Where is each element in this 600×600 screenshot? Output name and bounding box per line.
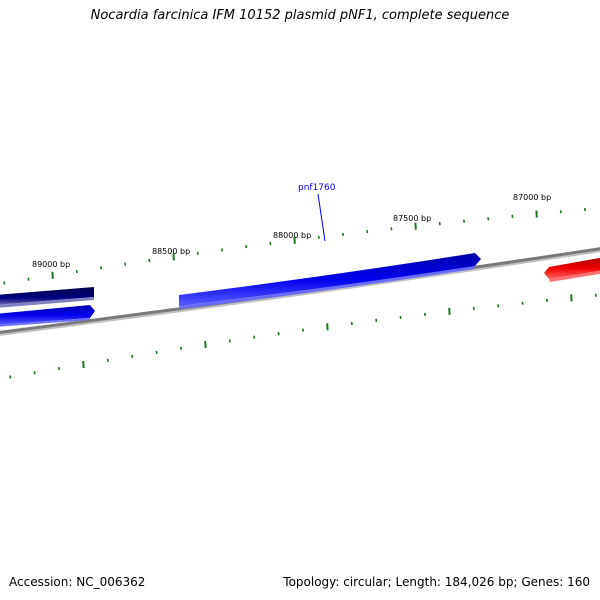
tick-label: 88000 bp: [273, 231, 311, 240]
tick-label: 89000 bp: [32, 260, 70, 269]
gene-label-pnf1760[interactable]: pnf1760: [298, 183, 336, 193]
tick-label: 88500 bp: [152, 247, 190, 256]
accession-text: Accession: NC_006362: [9, 575, 146, 589]
summary-text: Topology: circular; Length: 184,026 bp; …: [283, 575, 590, 589]
gene-blue-left[interactable]: [0, 305, 95, 327]
gene-label-pointer: [317, 193, 326, 242]
lower-tick-ring: [9, 293, 597, 379]
upper-tick-ring: [3, 207, 586, 285]
tick-label: 87000 bp: [513, 193, 551, 202]
gene-pnf1760[interactable]: [179, 253, 481, 309]
map-title: Nocardia farcinica IFM 10152 plasmid pNF…: [90, 8, 510, 23]
gene-red-right[interactable]: [544, 257, 600, 282]
gene-navy[interactable]: [0, 287, 94, 308]
tick-label: 87500 bp: [393, 214, 431, 223]
